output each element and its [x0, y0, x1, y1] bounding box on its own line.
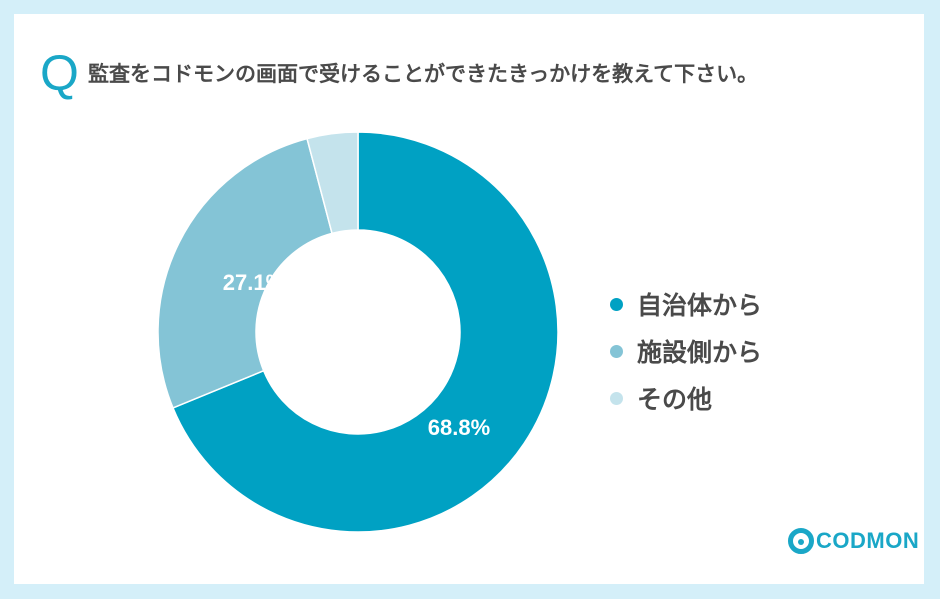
legend-label: その他 [637, 385, 713, 414]
question-mark-icon: Q [40, 45, 79, 101]
data-label: 68.8% [428, 415, 490, 440]
logo-face-icon [788, 528, 814, 554]
legend-item: 自治体から [610, 282, 762, 326]
legend-label: 自治体から [637, 291, 763, 320]
donut-slice [157, 137, 333, 409]
donut-slice [306, 131, 359, 235]
legend: 自治体から 施設側から その他 [610, 282, 762, 423]
question-title: 監査をコドモンの画面で受けることができたきっかけを教えて下さい。 [88, 62, 759, 86]
legend-item: その他 [610, 376, 762, 420]
chart-card: Q 監査をコドモンの画面で受けることができたきっかけを教えて下さい。 68.8%… [14, 14, 924, 584]
legend-item: 施設側から [610, 329, 762, 373]
legend-dot-1 [610, 344, 623, 358]
data-label: 27.1% [223, 270, 285, 295]
legend-dot-0 [610, 297, 623, 311]
logo-text: CODMON [816, 528, 920, 553]
legend-label: 施設側から [637, 338, 763, 367]
donut-slice [172, 131, 559, 533]
donut-chart: 68.8% 27.1% [157, 131, 559, 533]
legend-dot-2 [610, 391, 623, 405]
codmon-logo: CODMON [788, 528, 919, 554]
